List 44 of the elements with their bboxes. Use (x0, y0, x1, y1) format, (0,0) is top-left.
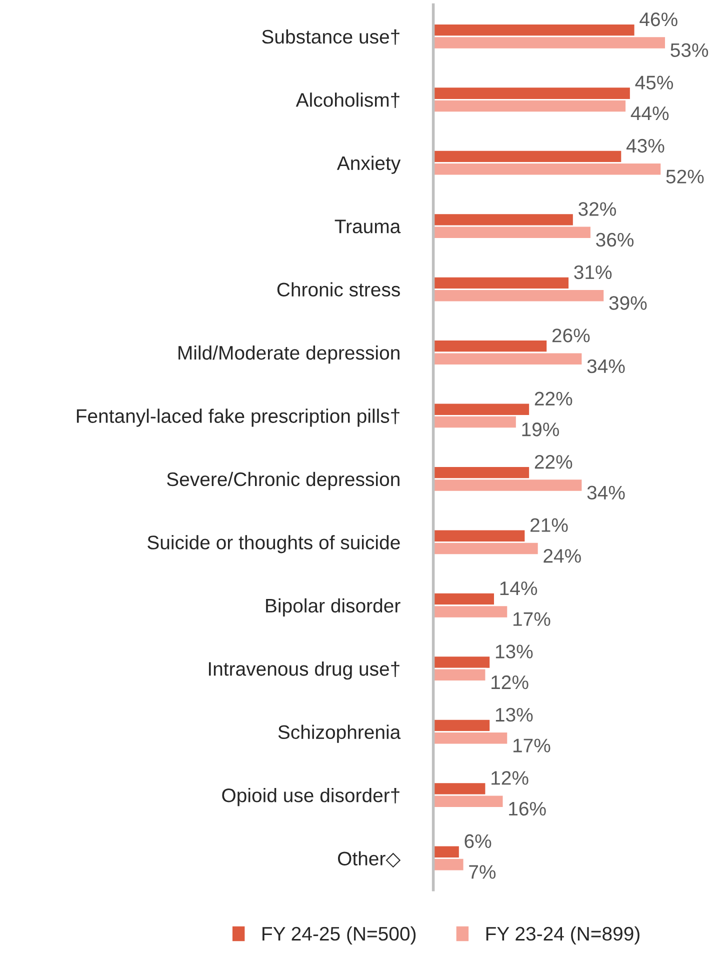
data-label: 12% (492, 771, 528, 785)
y-tick-label: Anxiety (336, 156, 401, 174)
data-label: 6% (464, 834, 492, 848)
y-tick-label: Mild/Moderate depression (178, 345, 400, 364)
data-label: 26% (552, 328, 590, 342)
data-label: 46% (640, 12, 678, 26)
data-label: 39% (609, 296, 647, 310)
y-tick-label: Alcoholism† (296, 92, 400, 108)
data-label: 16% (509, 802, 546, 816)
data-label: 13% (496, 644, 533, 658)
data-label: 19% (522, 422, 559, 436)
y-tick-label: Bipolar disorder (266, 598, 400, 616)
y-tick-label: Other◇ (338, 851, 401, 868)
y-tick-label: Trauma (334, 220, 401, 234)
data-label: 44% (630, 106, 669, 120)
data-label: 24% (544, 548, 581, 563)
y-tick-label: Fentanyl-laced fake prescription pills† (76, 408, 400, 427)
y-tick-label: Suicide or thoughts of suicide (148, 535, 400, 554)
data-label: 32% (578, 202, 616, 216)
legend-label: FY 23-24 (N=899) (486, 926, 640, 944)
data-label: 31% (574, 265, 612, 280)
data-label: 34% (587, 486, 625, 500)
data-label: 7% (469, 865, 496, 879)
data-label: 12% (492, 675, 528, 690)
data-label: 21% (530, 518, 568, 532)
y-tick-label: Substance use† (262, 29, 400, 45)
data-label: 34% (587, 359, 625, 374)
y-tick-label: Chronic stress (277, 282, 400, 297)
y-tick-label: Severe/Chronic depression (167, 472, 400, 490)
data-label: 14% (500, 582, 538, 596)
data-label: 52% (666, 170, 704, 184)
y-tick-label: Schizophrenia (278, 724, 401, 743)
data-label: 53% (670, 43, 708, 58)
data-label: 36% (596, 232, 634, 247)
data-label: 22% (534, 455, 572, 469)
data-label: 22% (534, 392, 572, 406)
legend-label: FY 24-25 (N=500) (262, 926, 416, 944)
data-label: 45% (635, 76, 674, 90)
data-label: 43% (626, 138, 664, 153)
y-tick-label: Opioid use disorder† (222, 788, 400, 806)
y-tick-label: Intravenous drug use† (208, 662, 400, 680)
data-label: 17% (513, 612, 550, 626)
data-label: 17% (513, 738, 550, 752)
data-label: 13% (496, 708, 533, 722)
